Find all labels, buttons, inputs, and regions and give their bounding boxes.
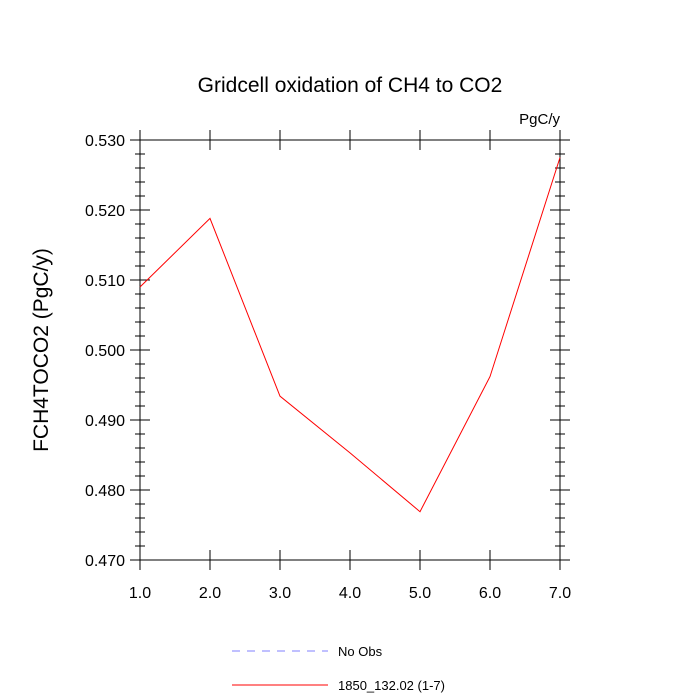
y-tick-label: 0.500 [85,343,125,360]
y-tick-label: 0.470 [85,553,125,570]
y-tick-labels: 0.470 0.480 0.490 0.500 0.510 0.520 0.530 [85,133,125,570]
x-tick-label: 5.0 [409,585,431,602]
chart-title: Gridcell oxidation of CH4 to CO2 [198,74,503,97]
series-layer [139,157,561,513]
x-tick-label: 7.0 [549,585,571,602]
x-tick-label: 4.0 [339,585,361,602]
series-line [139,157,561,513]
y-tick-label: 0.530 [85,133,125,150]
plot-frame [139,139,561,561]
y-tick-label: 0.520 [85,203,125,220]
x-tick-label: 2.0 [199,585,221,602]
y-tick-label: 0.480 [85,483,125,500]
x-tick-labels: 1.0 2.0 3.0 4.0 5.0 6.0 7.0 [129,585,571,602]
units-label: PgC/y [519,111,560,128]
x-tick-label: 3.0 [269,585,291,602]
x-tick-label: 1.0 [129,585,151,602]
x-tick-label: 6.0 [479,585,501,602]
legend-label: 1850_132.02 (1-7) [338,678,445,693]
y-tick-label: 0.510 [85,273,125,290]
legend: No Obs 1850_132.02 (1-7) [232,644,445,693]
axis-ticks [130,130,570,570]
y-tick-label: 0.490 [85,413,125,430]
y-axis-label: FCH4TOCO2 (PgC/y) [30,248,53,452]
legend-label: No Obs [338,644,383,659]
